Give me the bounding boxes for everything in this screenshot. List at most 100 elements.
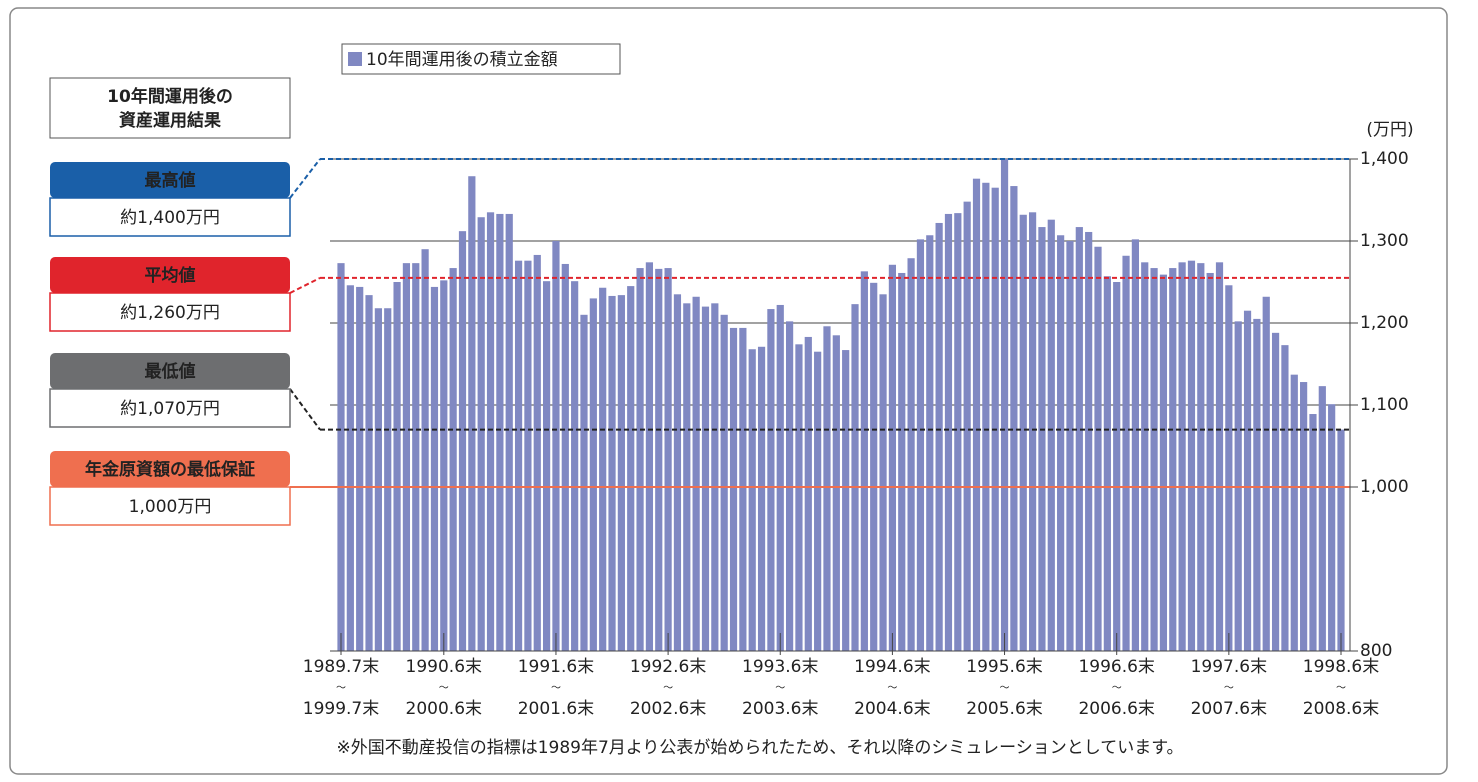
y-tick-label: 1,400 bbox=[1360, 149, 1409, 169]
x-tick-label: 1989.7末〜 1999.7末 bbox=[303, 657, 379, 719]
bar bbox=[879, 294, 887, 651]
bar bbox=[505, 213, 513, 651]
bar bbox=[1047, 219, 1055, 651]
bar bbox=[655, 268, 663, 651]
bar bbox=[1262, 296, 1270, 651]
bar bbox=[972, 178, 981, 651]
x-tick-label: 1994.6末〜 2004.6末 bbox=[854, 657, 930, 719]
bar bbox=[1150, 268, 1158, 651]
bar bbox=[1000, 159, 1009, 651]
unit-label: (万円) bbox=[1366, 120, 1413, 140]
bar bbox=[514, 260, 523, 651]
bar bbox=[1122, 255, 1130, 651]
box-body bbox=[49, 486, 291, 526]
bar bbox=[1038, 227, 1046, 651]
bar bbox=[384, 308, 392, 651]
bar bbox=[888, 264, 897, 651]
bar bbox=[963, 201, 971, 651]
bar bbox=[1290, 374, 1298, 651]
bar bbox=[627, 286, 635, 651]
bar bbox=[1094, 246, 1102, 652]
bar bbox=[458, 231, 467, 651]
bar bbox=[468, 176, 476, 651]
box-body bbox=[49, 292, 291, 332]
x-tick-label: 1997.6末〜 2007.6末 bbox=[1191, 657, 1267, 719]
x-tick-label: 1991.6末〜 2001.6末 bbox=[518, 657, 594, 719]
box-value-label: 約1,400万円 bbox=[120, 208, 220, 228]
box-value-label: 約1,260万円 bbox=[120, 303, 220, 323]
bar bbox=[683, 303, 691, 651]
note: ※外国不動産投信の指標は1989年7月より公表が始められたため、それ以降のシミュ… bbox=[336, 738, 1183, 758]
x-tick-label: 1996.6末〜 2006.6末 bbox=[1078, 657, 1154, 719]
bar bbox=[795, 344, 803, 651]
bar bbox=[1253, 318, 1261, 651]
box-body bbox=[49, 388, 291, 428]
bar bbox=[580, 314, 588, 651]
bar bbox=[720, 314, 728, 651]
bar bbox=[935, 222, 943, 651]
bar bbox=[440, 280, 448, 651]
bar bbox=[851, 304, 859, 651]
bar bbox=[346, 285, 354, 651]
y-tick-label: 1,000 bbox=[1360, 477, 1409, 497]
x-tick-label: 1995.6末〜 2005.6末 bbox=[966, 657, 1042, 719]
bar bbox=[1215, 262, 1224, 651]
bar bbox=[1169, 268, 1177, 651]
bar bbox=[1281, 345, 1289, 651]
bar bbox=[748, 349, 756, 651]
panel-title: 10年間運用後の bbox=[107, 86, 233, 107]
bar bbox=[1271, 332, 1280, 651]
bar bbox=[543, 281, 551, 651]
x-tick-label: 1993.6末〜 2003.6末 bbox=[742, 657, 818, 719]
bar bbox=[1085, 231, 1093, 652]
bar bbox=[1225, 285, 1233, 651]
bar bbox=[711, 303, 719, 651]
y-tick-label: 1,300 bbox=[1360, 231, 1409, 251]
bar bbox=[1159, 274, 1168, 651]
bar bbox=[673, 294, 682, 651]
bar bbox=[1131, 239, 1139, 652]
panel-box bbox=[49, 77, 291, 139]
bar bbox=[1187, 260, 1196, 651]
bar bbox=[486, 212, 495, 652]
bar bbox=[356, 286, 364, 651]
legend-swatch bbox=[348, 52, 362, 66]
bar bbox=[1337, 429, 1345, 651]
bar bbox=[729, 327, 738, 651]
bar bbox=[776, 304, 784, 651]
bar bbox=[412, 263, 420, 651]
bar bbox=[1066, 241, 1074, 651]
bar bbox=[944, 213, 953, 651]
box-head bbox=[50, 451, 290, 487]
bar bbox=[636, 268, 644, 651]
legend bbox=[341, 43, 621, 75]
bar bbox=[898, 272, 906, 651]
bar bbox=[1300, 382, 1308, 651]
bar bbox=[1113, 282, 1121, 651]
y-tick-label: 1,200 bbox=[1360, 313, 1409, 333]
bar bbox=[1243, 310, 1252, 651]
legend-label: 10年間運用後の積立金額 bbox=[366, 50, 558, 70]
bar bbox=[907, 258, 915, 651]
bar bbox=[617, 295, 625, 651]
bar bbox=[1103, 276, 1111, 651]
bar bbox=[524, 260, 532, 651]
panel-title: 資産運用結果 bbox=[119, 110, 221, 131]
bar bbox=[991, 187, 999, 651]
bar bbox=[1141, 262, 1149, 651]
connector bbox=[289, 277, 321, 294]
bar bbox=[337, 263, 345, 651]
bar bbox=[739, 327, 747, 651]
bar bbox=[374, 308, 382, 651]
bar bbox=[496, 213, 504, 651]
bar bbox=[982, 182, 990, 651]
box-head bbox=[50, 257, 290, 293]
bar bbox=[1028, 212, 1037, 652]
box-head-label: 年金原資額の最低保証 bbox=[85, 459, 255, 480]
bar bbox=[365, 295, 373, 651]
bar bbox=[832, 335, 840, 651]
box-body bbox=[49, 197, 291, 237]
bar bbox=[916, 239, 925, 652]
bar bbox=[393, 282, 401, 651]
